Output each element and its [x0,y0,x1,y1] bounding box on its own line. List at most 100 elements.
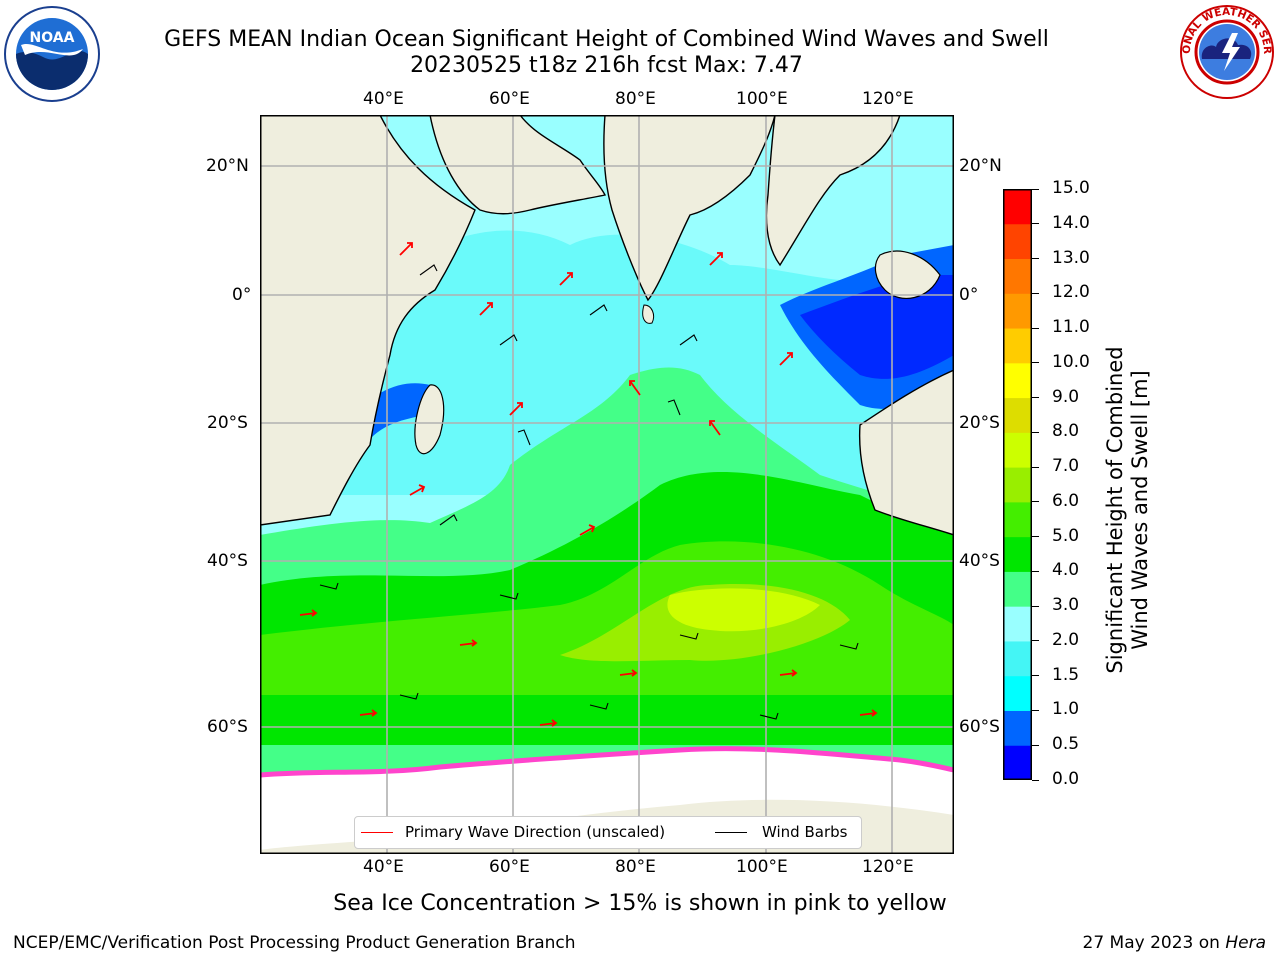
colorbar [1003,189,1032,780]
lon-label-top: 40°E [363,89,404,109]
legend-wave-label: Primary Wave Direction (unscaled) [405,823,666,841]
colorbar-segment [1003,710,1032,746]
lat-label-left: 20°N [206,156,249,176]
lon-label-bottom: 80°E [615,857,656,877]
colorbar-tick-mark [1032,501,1039,503]
colorbar-tick-mark [1032,466,1039,468]
colorbar-tick-mark [1032,188,1039,190]
lat-label-right: 20°N [959,156,1002,176]
nws-logo: NATIONAL WEATHER SERVICE [1178,3,1274,99]
colorbar-tick-mark [1032,292,1039,294]
lon-label-bottom: 100°E [736,857,788,877]
land-australia [858,369,954,536]
land-sri-lanka [642,304,655,324]
colorbar-tick-mark [1032,640,1039,642]
wave-band-low-madagascar [365,383,430,445]
lon-label-top: 80°E [615,89,656,109]
lat-label-right: 0° [959,285,979,305]
colorbar-segment [1003,606,1032,642]
lat-label-left: 20°S [207,413,248,433]
colorbar-segment [1003,189,1032,225]
land-arabia [429,115,607,215]
map-legend: Primary Wave Direction (unscaled) Wind B… [354,816,862,849]
lon-label-top: 120°E [862,89,914,109]
footer-host: Hera [1225,933,1266,953]
map-gridlines [260,115,954,854]
colorbar-tick-label: 6.0 [1052,490,1080,511]
lat-label-right: 60°S [959,717,1000,737]
lon-label-bottom: 40°E [363,857,404,877]
colorbar-tick-label: 3.0 [1052,595,1080,616]
colorbar-tick-label: 4.0 [1052,560,1080,581]
wave-band-5m [260,541,954,695]
footer-credit: NCEP/EMC/Verification Post Processing Pr… [13,933,576,953]
colorbar-tick-label: 1.0 [1052,699,1080,720]
colorbar-segment [1003,571,1032,607]
colorbar-tick-mark [1032,258,1039,260]
footer-date-text: 27 May 2023 on [1082,933,1226,953]
colorbar-border [1003,189,1032,780]
lat-label-right: 40°S [959,551,1000,571]
colorbar-tick-mark [1032,779,1039,781]
colorbar-segment [1003,258,1032,294]
sea-ice-note: Sea Ice Concentration > 15% is shown in … [333,891,947,916]
wind-barbs [319,264,859,720]
colorbar-tick-label: 1.5 [1052,664,1080,685]
colorbar-tick-label: 8.0 [1052,421,1080,442]
colorbar-tick-mark [1032,431,1039,433]
colorbar-tick-mark [1032,709,1039,711]
land-india [603,115,776,302]
map-border [260,115,954,854]
colorbar-title-line2: Wind Waves and Swell [m] [1128,370,1152,650]
colorbar-tick-label: 5.0 [1052,525,1080,546]
colorbar-tick-label: 15.0 [1052,178,1090,198]
colorbar-tick-mark [1032,605,1039,607]
land-madagascar [414,384,445,455]
colorbar-tick-mark [1032,397,1039,399]
lon-label-bottom: 60°E [489,857,530,877]
colorbar-title-line1: Significant Height of Combined [1103,346,1127,674]
colorbar-title: Significant Height of Combined Wind Wave… [1103,230,1153,790]
lat-label-left: 60°S [207,717,248,737]
colorbar-segment [1003,745,1032,780]
colorbar-tick-mark [1032,362,1039,364]
footer-date: 27 May 2023 on Hera [1083,933,1267,953]
wave-height-map [260,115,954,854]
colorbar-tick-label: 9.0 [1052,386,1080,407]
lon-label-top: 60°E [489,89,530,109]
legend-barb-label: Wind Barbs [762,823,848,841]
colorbar-segment [1003,640,1032,677]
colorbar-tick-mark [1032,570,1039,572]
colorbar-tick-label: 13.0 [1052,247,1090,268]
colorbar-tick-mark [1032,536,1039,538]
colorbar-tick-mark [1032,327,1039,329]
colorbar-tick-mark [1032,744,1039,746]
lon-label-top: 100°E [736,89,788,109]
colorbar-tick-mark [1032,223,1039,225]
wave-direction-arrows [299,242,878,727]
colorbar-tick-label: 0.5 [1052,734,1080,755]
colorbar-tick-label: 2.0 [1052,629,1080,650]
colorbar-segment [1003,467,1032,503]
wave-band-7m [667,588,820,632]
lat-label-left: 40°S [207,551,248,571]
legend-wave-line [361,832,393,833]
chart-subtitle: 20230525 t18z 216h fcst Max: 7.47 [410,53,803,78]
colorbar-segment [1003,362,1032,399]
chart-title: GEFS MEAN Indian Ocean Significant Heigh… [164,27,1049,52]
land-southeast-asia [765,115,901,267]
colorbar-segment [1003,397,1032,433]
colorbar-tick-mark [1032,675,1039,677]
colorbar-tick-label: 0.0 [1052,769,1080,789]
colorbar-segment [1003,432,1032,468]
colorbar-segment [1003,536,1032,572]
wave-band-low-indonesia-inner [800,275,954,379]
noaa-logo-text: NOAA [30,30,75,46]
colorbar-segment [1003,223,1032,260]
colorbar-tick-label: 11.0 [1052,317,1090,338]
colorbar-tick-label: 12.0 [1052,282,1090,303]
colorbar-tick-label: 10.0 [1052,351,1090,372]
noaa-logo: NOAA [4,6,100,102]
colorbar-segment [1003,675,1032,711]
colorbar-tick-label: 7.0 [1052,456,1080,477]
